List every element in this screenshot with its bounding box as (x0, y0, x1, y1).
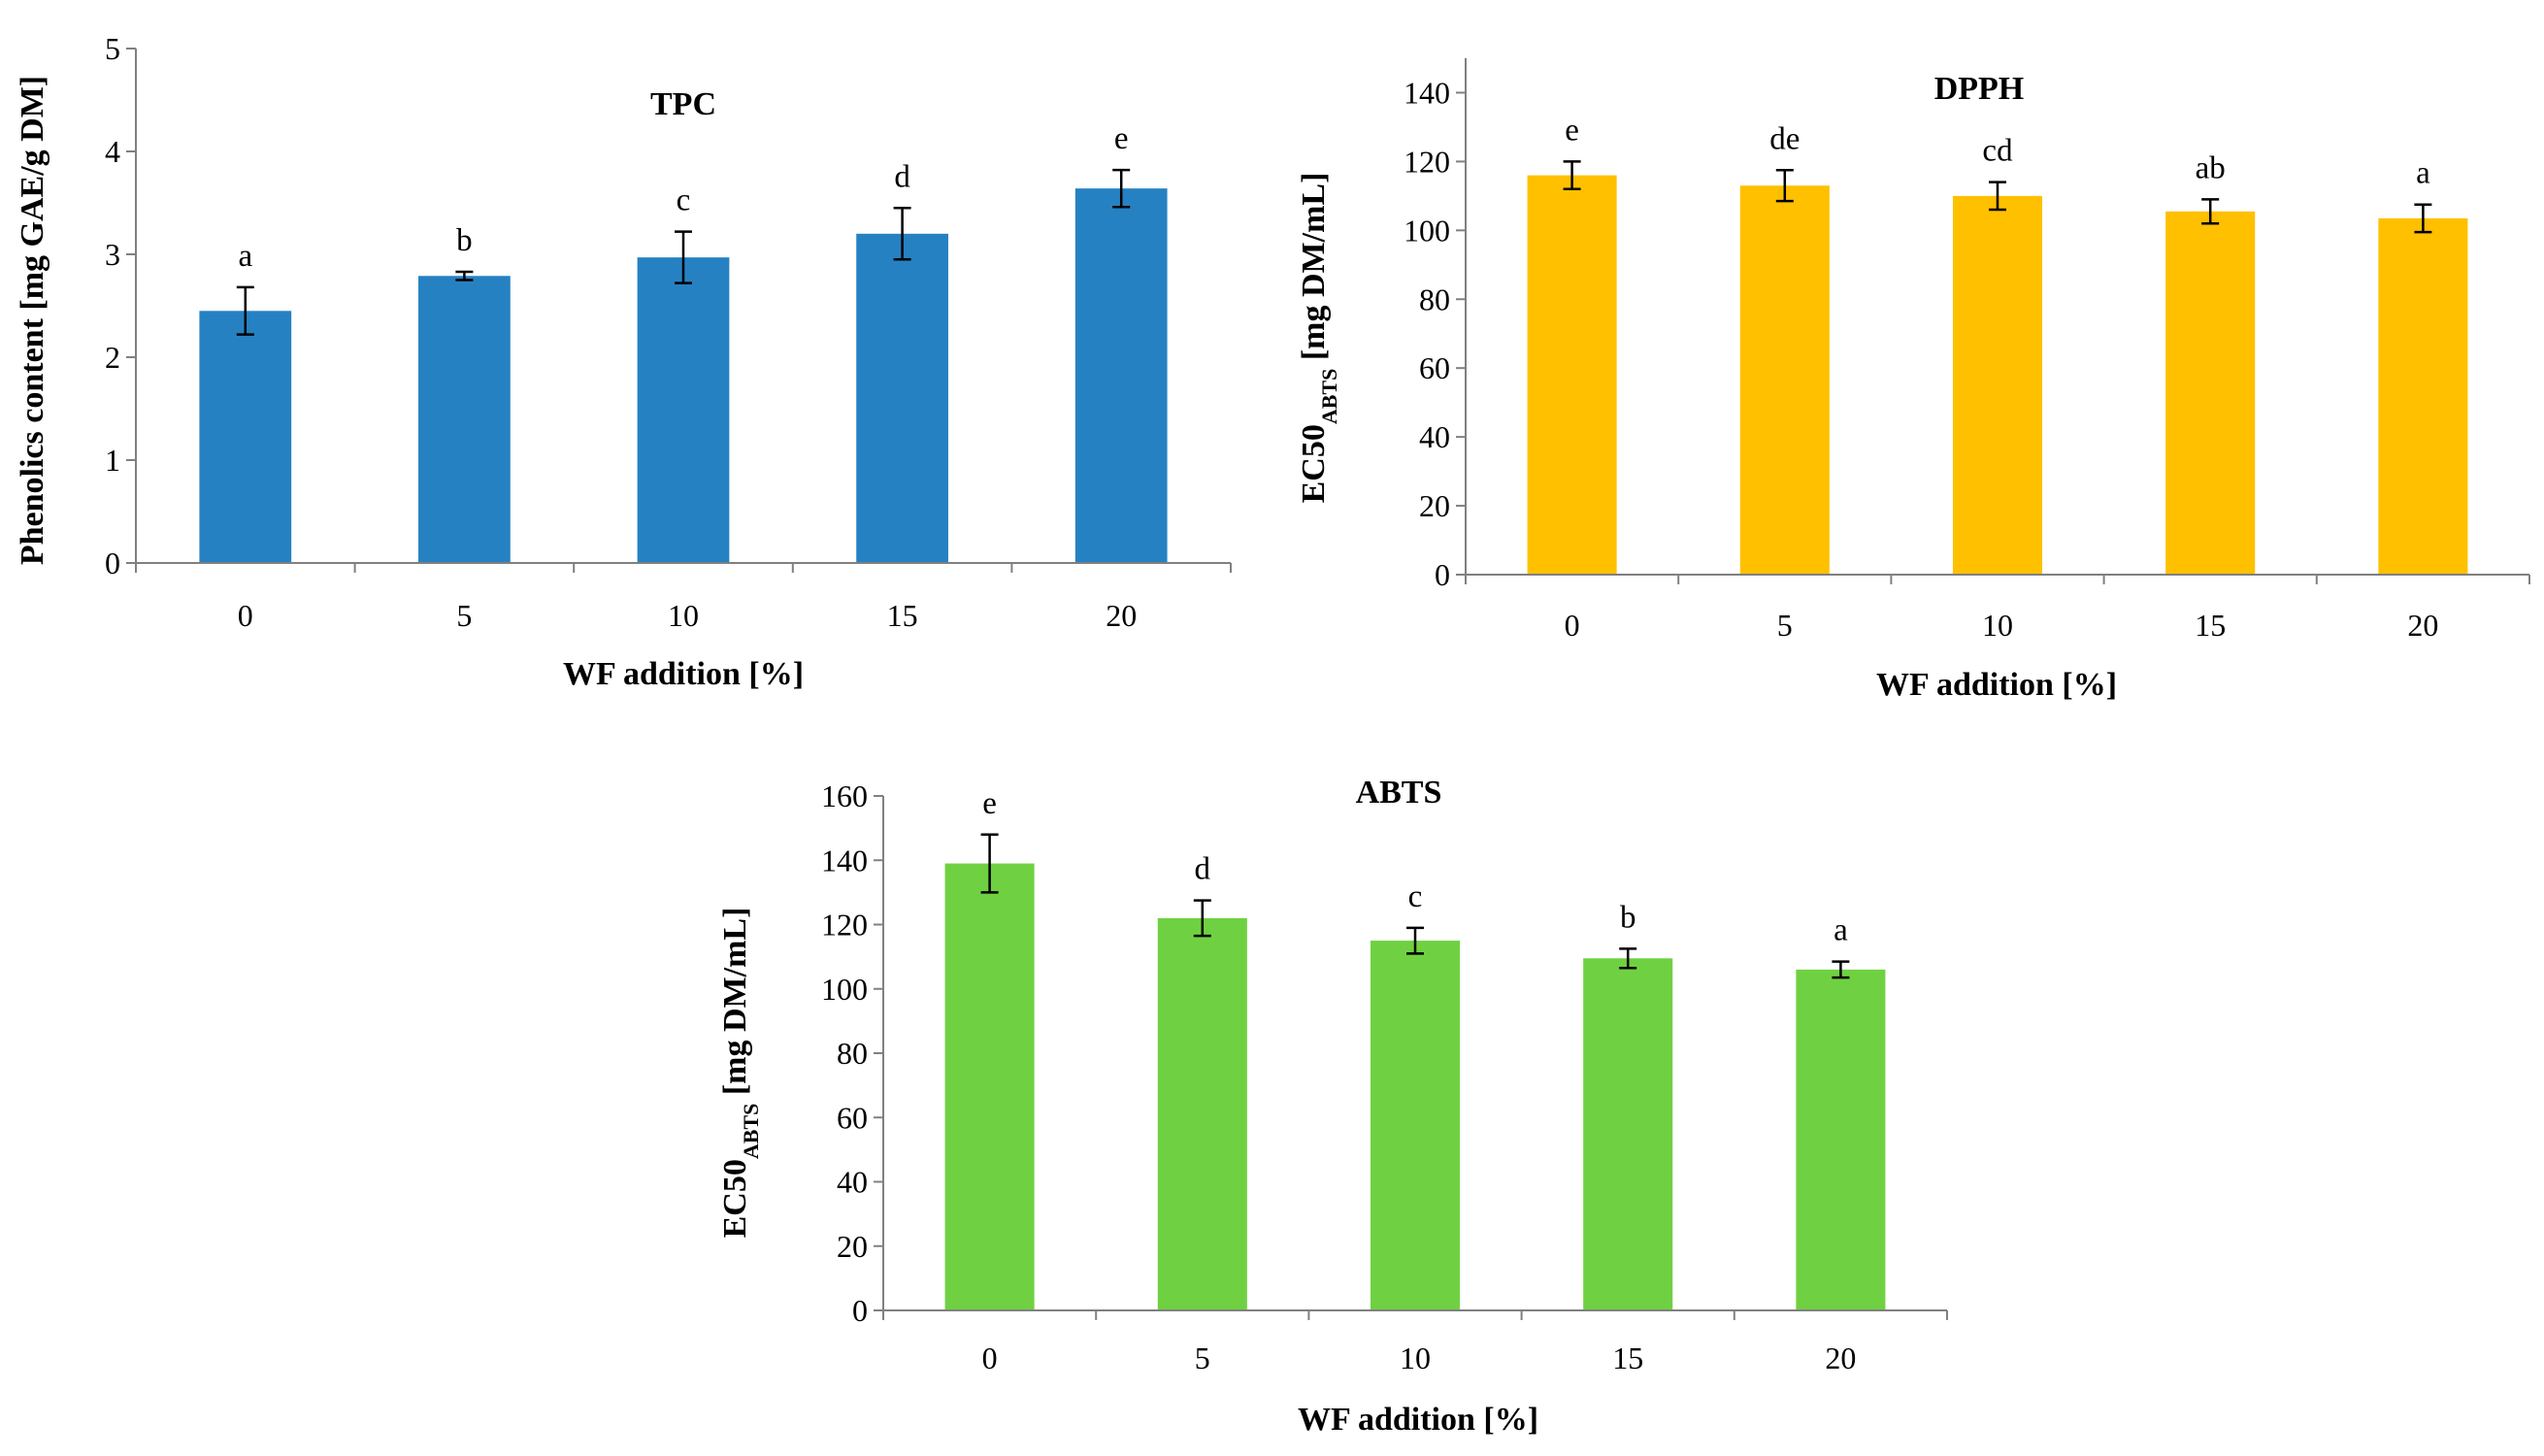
y-tick-label: 5 (105, 31, 120, 66)
y-tick-label: 120 (821, 908, 868, 943)
y-tick-label: 0 (105, 546, 120, 580)
x-tick-label: 10 (1400, 1340, 1431, 1375)
significance-letter: b (456, 223, 473, 258)
y-tick-label: 100 (821, 972, 868, 1007)
y-tick-label: 140 (1404, 75, 1450, 110)
y-tick-label: 40 (1419, 419, 1450, 454)
y-tick-label: 20 (1419, 488, 1450, 523)
significance-letter: ab (2196, 150, 2226, 185)
significance-letter: c (677, 183, 691, 218)
bar (1952, 195, 2043, 575)
y-tick-label: 60 (837, 1100, 868, 1135)
x-tick-label: 5 (1195, 1340, 1210, 1375)
y-tick-label: 140 (821, 843, 868, 877)
error-bar (1832, 960, 1850, 979)
y-tick-label: 20 (837, 1229, 868, 1264)
significance-letter: e (1114, 121, 1129, 156)
y-tick-label: 0 (1435, 557, 1450, 592)
error-bar (1563, 160, 1581, 191)
dpph-chart: DPPH WF addition [%] EC50ABTS [mg DM/mL]… (1296, 58, 2530, 703)
y-tick-label: 80 (837, 1036, 868, 1071)
bar (2378, 217, 2468, 576)
x-tick-label: 15 (1612, 1340, 1643, 1375)
tpc-chart: TPC WF addition [%] Phenolics content [m… (15, 31, 1232, 692)
x-axis-title: WF addition [%] (1876, 667, 2117, 703)
error-bar (675, 230, 692, 284)
chart-title: TPC (650, 86, 716, 122)
error-bar (1775, 169, 1794, 203)
error-bar (980, 833, 999, 894)
y-tick-label: 40 (837, 1165, 868, 1200)
significance-letter: de (1769, 121, 1800, 156)
bar (199, 311, 292, 563)
error-bar (2414, 203, 2432, 234)
y-tick-label: 3 (105, 237, 120, 272)
error-bar (1619, 947, 1637, 970)
bar (637, 257, 730, 563)
x-tick-label: 10 (668, 598, 699, 633)
y-tick-label: 120 (1404, 144, 1450, 179)
y-axis-title: Phenolics content [mg GAE/g DM] (15, 76, 50, 565)
significance-letter: a (1834, 913, 1848, 948)
significance-letter: d (894, 159, 910, 194)
error-bar (1112, 168, 1131, 209)
significance-letter: b (1620, 900, 1636, 935)
x-tick-label: 0 (1565, 608, 1580, 643)
bar (1074, 188, 1168, 563)
y-tick-label: 160 (821, 778, 868, 813)
x-tick-label: 0 (982, 1340, 998, 1375)
x-tick-label: 10 (1982, 608, 2013, 643)
bar (944, 863, 1035, 1310)
y-tick-label: 1 (105, 443, 120, 478)
y-tick-label: 100 (1404, 213, 1450, 248)
y-axis-title: EC50ABTS [mg DM/mL] (717, 908, 763, 1239)
bar (1796, 969, 1886, 1310)
bar (1527, 175, 1617, 575)
significance-letter: d (1195, 852, 1211, 887)
x-tick-label: 20 (1106, 598, 1137, 633)
significance-letter: a (238, 239, 252, 274)
error-bar (1406, 926, 1424, 955)
significance-letter: c (1408, 879, 1423, 914)
significance-letter: e (1565, 113, 1579, 148)
significance-letter: e (982, 786, 997, 821)
y-tick-label: 60 (1419, 350, 1450, 385)
bar (2165, 211, 2256, 575)
x-tick-label: 0 (238, 598, 253, 633)
bar (1739, 185, 1830, 575)
y-tick-label: 4 (105, 134, 120, 169)
error-bar (2201, 198, 2220, 225)
x-tick-label: 15 (887, 598, 918, 633)
x-tick-label: 5 (456, 598, 472, 633)
y-axis-title: EC50ABTS [mg DM/mL] (1296, 173, 1341, 504)
error-bar (1989, 181, 2006, 212)
x-tick-label: 20 (2407, 608, 2438, 643)
bar (418, 276, 511, 563)
error-bar (455, 270, 474, 281)
error-bar (1193, 899, 1211, 938)
abts-chart: ABTS WF addition [%] EC50ABTS [mg DM/mL]… (717, 775, 1948, 1438)
bar (1157, 917, 1247, 1310)
bar (856, 233, 948, 564)
x-tick-label: 15 (2195, 608, 2226, 643)
y-tick-label: 2 (105, 340, 120, 375)
error-bar (893, 207, 911, 261)
chart-title: ABTS (1356, 775, 1442, 811)
significance-letter: a (2416, 156, 2430, 191)
x-tick-label: 20 (1825, 1340, 1856, 1375)
x-axis-title: WF addition [%] (563, 656, 804, 692)
y-tick-label: 0 (852, 1293, 868, 1328)
bar (1370, 941, 1461, 1310)
y-tick-label: 80 (1419, 281, 1450, 316)
chart-title: DPPH (1934, 71, 2025, 107)
x-axis-title: WF addition [%] (1298, 1402, 1538, 1438)
significance-letter: cd (1982, 134, 2013, 169)
bar (1583, 958, 1673, 1310)
error-bar (236, 285, 254, 336)
x-tick-label: 5 (1777, 608, 1793, 643)
